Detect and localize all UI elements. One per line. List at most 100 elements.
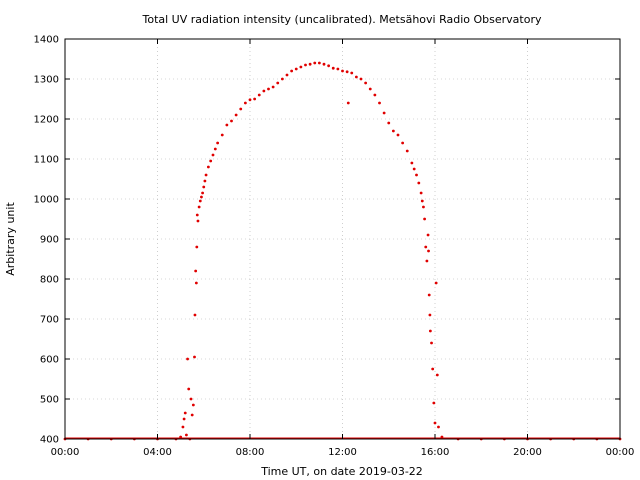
y-tick-label: 900 [40, 235, 59, 246]
data-point [197, 205, 201, 209]
data-point [220, 133, 224, 137]
data-point [198, 199, 202, 203]
data-point [304, 63, 307, 67]
y-tick-label: 1200 [34, 115, 59, 126]
data-point [430, 341, 433, 345]
data-point [243, 101, 247, 105]
data-point [422, 205, 425, 209]
data-point [428, 329, 432, 333]
data-point [204, 173, 208, 177]
data-point [299, 65, 303, 69]
data-point [354, 75, 358, 79]
data-point [193, 313, 197, 317]
data-point [410, 161, 414, 165]
data-point [201, 191, 204, 195]
data-point [195, 213, 199, 217]
chart-title: Total UV radiation intensity (uncalibrat… [142, 13, 542, 26]
data-point [427, 293, 431, 297]
data-point [267, 87, 270, 91]
x-tick-label: 12:00 [328, 447, 357, 458]
x-tick-label: 16:00 [421, 447, 450, 458]
y-tick-label: 500 [40, 395, 59, 406]
data-point [327, 64, 331, 68]
data-point [382, 111, 386, 115]
data-point [336, 67, 340, 71]
data-point [378, 101, 381, 105]
data-point [209, 159, 213, 163]
data-point [285, 73, 289, 77]
data-point [341, 69, 344, 73]
x-tick-label: 00:00 [606, 447, 635, 458]
data-point [391, 129, 395, 133]
y-tick-label: 600 [40, 355, 59, 366]
data-point [194, 281, 198, 285]
y-tick-label: 1100 [34, 155, 59, 166]
data-point [194, 269, 198, 273]
data-point [196, 219, 200, 223]
data-point [405, 149, 409, 153]
x-tick-label: 08:00 [236, 447, 265, 458]
data-point [193, 355, 196, 359]
data-point [322, 62, 326, 66]
data-point [183, 411, 187, 415]
data-point [189, 397, 193, 401]
data-point [213, 147, 217, 151]
data-point [432, 401, 436, 405]
data-point [426, 233, 430, 237]
data-point [200, 195, 203, 199]
data-point [202, 185, 206, 189]
data-point [253, 97, 257, 101]
data-point [190, 413, 194, 417]
data-point [331, 66, 335, 70]
data-point [206, 165, 210, 169]
data-point [425, 259, 429, 263]
data-point [396, 133, 400, 137]
data-point [203, 179, 207, 183]
data-point [433, 421, 437, 425]
data-point [434, 281, 438, 285]
data-point [185, 433, 188, 437]
data-point [437, 425, 440, 429]
data-point [427, 249, 430, 253]
data-point [280, 77, 284, 81]
data-point [387, 121, 391, 125]
data-point [290, 69, 294, 73]
x-tick-label: 00:00 [51, 447, 80, 458]
data-point [313, 61, 317, 65]
y-tick-label: 700 [40, 315, 59, 326]
data-point [346, 101, 350, 105]
axis-ticks: 400 500 600 700 800 900 1000 1100 1200 1300 1400 00… [34, 35, 635, 459]
data-point [239, 107, 243, 111]
data-point [294, 67, 298, 71]
x-tick-label: 04:00 [143, 447, 172, 458]
data-point [359, 77, 363, 81]
data-point [345, 70, 349, 74]
data-point [435, 373, 439, 377]
data-point [368, 87, 372, 91]
data-point [225, 123, 229, 127]
data-point [373, 93, 377, 97]
data-point [431, 367, 435, 371]
data-point [412, 167, 416, 171]
data-point [230, 119, 233, 123]
data-point [187, 387, 191, 391]
data-point [415, 173, 418, 177]
data-point [350, 71, 354, 75]
data-point [216, 141, 220, 145]
x-tick-label: 20:00 [513, 447, 542, 458]
data-point [428, 313, 432, 317]
data-point [419, 191, 423, 195]
data-point [211, 153, 215, 157]
data-point [182, 417, 186, 421]
y-tick-label: 1300 [34, 75, 59, 86]
data-point [420, 199, 424, 203]
data-point [417, 181, 421, 185]
data-point [195, 245, 199, 249]
data-point [262, 89, 266, 93]
data-point [181, 425, 185, 429]
data-point [401, 141, 405, 145]
data-point [364, 81, 368, 85]
data-point [234, 113, 238, 117]
data-point [191, 403, 195, 407]
data-point [424, 245, 428, 249]
